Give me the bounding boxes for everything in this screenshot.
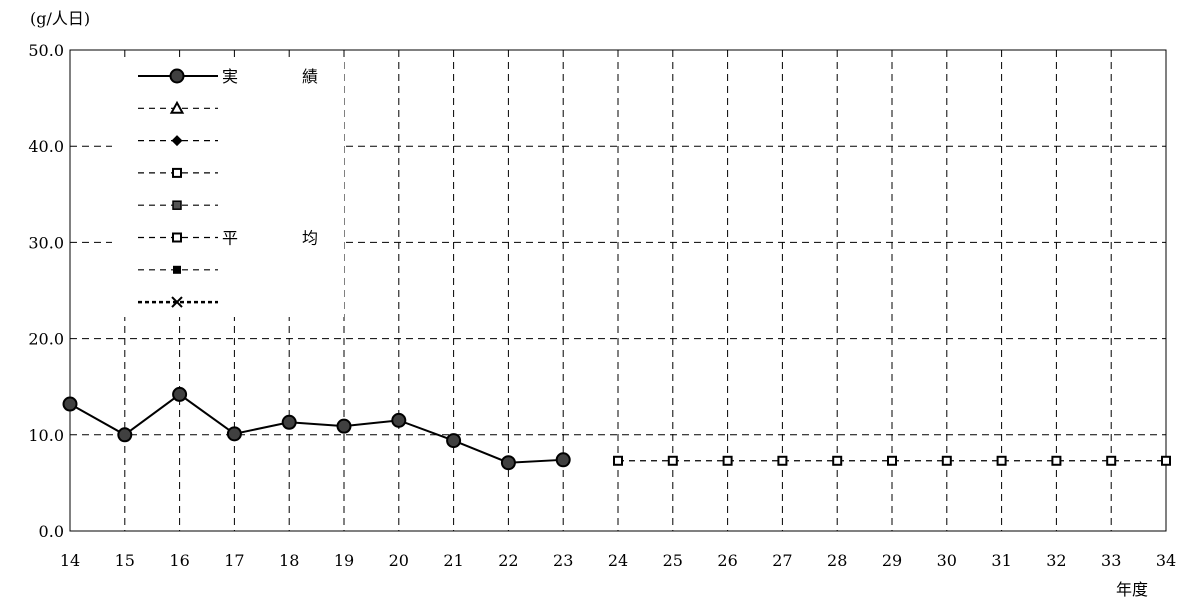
x-tick-label: 27 xyxy=(772,551,792,570)
x-tick-label: 32 xyxy=(1046,551,1066,570)
y-axis-ticks: 0.0 10.0 20.0 30.0 40.0 50.0 xyxy=(28,41,64,541)
data-point-marker xyxy=(391,412,407,428)
y-tick-label: 30.0 xyxy=(28,233,64,252)
x-tick-label: 17 xyxy=(224,551,244,570)
x-tick-label: 20 xyxy=(389,551,409,570)
x-axis-ticks: 14 15 16 17 18 19 20 21 22 23 24 25 26 27 28 29 30 31 32 33… xyxy=(60,551,1176,570)
x-tick-label: 25 xyxy=(663,551,683,570)
x-tick-label: 28 xyxy=(827,551,847,570)
data-point-marker xyxy=(281,414,297,430)
x-tick-label: 16 xyxy=(169,551,189,570)
x-tick-label: 34 xyxy=(1156,551,1176,570)
x-tick-label: 14 xyxy=(60,551,80,570)
data-point-marker xyxy=(555,452,571,468)
x-tick-label: 24 xyxy=(608,551,628,570)
x-axis-label: 年度 xyxy=(1116,580,1148,599)
data-point-marker xyxy=(722,455,733,466)
triangle-marker-icon xyxy=(169,100,185,114)
data-point-marker xyxy=(169,68,185,84)
plot-area-frame xyxy=(69,49,1167,532)
x-tick-label: 29 xyxy=(882,551,902,570)
diamond-marker-icon xyxy=(171,135,183,147)
x-tick-label: 33 xyxy=(1101,551,1121,570)
series-layer xyxy=(62,386,1171,471)
x-tick-label: 23 xyxy=(553,551,573,570)
y-tick-label: 50.0 xyxy=(28,41,64,60)
data-point-marker xyxy=(1106,455,1117,466)
x-tick-label: 31 xyxy=(991,551,1011,570)
data-point-marker xyxy=(336,418,352,434)
data-point-marker xyxy=(667,455,678,466)
x-tick-label: 18 xyxy=(279,551,299,570)
data-point-marker xyxy=(1051,455,1062,466)
data-point-marker xyxy=(941,455,952,466)
legend: 実 績平 均 xyxy=(112,62,344,317)
y-tick-label: 10.0 xyxy=(28,426,64,445)
x-marker-icon xyxy=(171,296,183,308)
data-point-marker xyxy=(1161,455,1171,466)
data-point-marker xyxy=(613,455,623,466)
square-gray-marker-icon xyxy=(172,200,182,210)
legend-label: 実 績 xyxy=(222,67,318,86)
data-point-marker xyxy=(500,455,516,471)
x-tick-label: 21 xyxy=(443,551,463,570)
x-tick-label: 19 xyxy=(334,551,354,570)
x-tick-label: 15 xyxy=(115,551,135,570)
series-line xyxy=(69,393,564,464)
square-filled-marker-icon xyxy=(173,265,181,274)
data-point-marker xyxy=(172,167,182,178)
data-point-marker xyxy=(887,455,897,466)
legend-background xyxy=(112,62,344,317)
y-tick-label: 0.0 xyxy=(39,522,64,541)
data-point-marker xyxy=(777,455,788,466)
x-tick-label: 30 xyxy=(937,551,957,570)
x-tick-label: 26 xyxy=(717,551,737,570)
x-marker-stroke xyxy=(171,296,183,308)
y-unit-label: (g/人日) xyxy=(30,9,90,28)
data-point-marker xyxy=(832,455,843,466)
data-point-marker xyxy=(62,396,78,412)
legend-label: 平 均 xyxy=(222,229,318,248)
y-tick-label: 40.0 xyxy=(28,137,64,156)
data-point-marker xyxy=(446,433,462,449)
data-point-marker xyxy=(172,232,182,243)
data-point-marker xyxy=(117,427,133,443)
y-tick-label: 20.0 xyxy=(28,330,64,349)
data-point-marker xyxy=(226,426,242,442)
data-point-marker xyxy=(172,386,188,402)
x-tick-label: 22 xyxy=(498,551,518,570)
data-point-marker xyxy=(996,455,1007,466)
